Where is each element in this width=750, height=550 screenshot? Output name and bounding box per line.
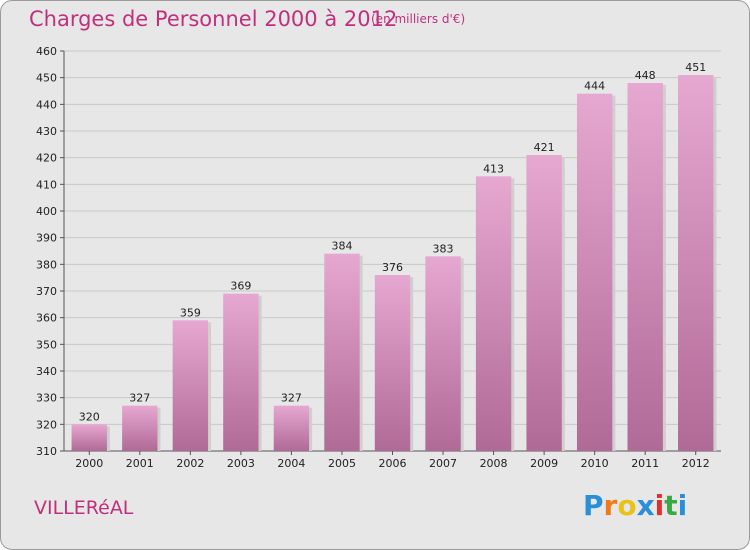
y-tick-label: 430: [36, 125, 57, 138]
bar: [223, 293, 259, 451]
bar: [425, 256, 461, 451]
x-tick-label: 2000: [75, 457, 103, 470]
bar: [172, 320, 209, 451]
y-tick-label: 410: [36, 178, 57, 191]
bar: [678, 75, 714, 451]
y-tick-label: 450: [36, 72, 57, 85]
logo-letter: x: [636, 489, 655, 522]
y-tick-label: 360: [36, 312, 57, 325]
bar-value-label: 369: [230, 280, 251, 293]
bar: [324, 253, 360, 451]
bar-value-label: 359: [180, 306, 201, 319]
bar-value-label: 444: [584, 80, 605, 93]
bar: [71, 424, 107, 451]
y-tick-label: 310: [36, 445, 57, 458]
bar-value-label: 451: [685, 61, 706, 74]
x-tick-label: 2005: [328, 457, 356, 470]
bar: [526, 155, 562, 451]
x-tick-label: 2011: [631, 457, 659, 470]
x-tick-label: 2012: [682, 457, 710, 470]
y-tick-label: 440: [36, 98, 57, 111]
logo-letter: i: [654, 489, 665, 522]
y-tick-label: 380: [36, 258, 57, 271]
y-tick-label: 340: [36, 365, 57, 378]
y-tick-label: 350: [36, 338, 57, 351]
x-tick-label: 2010: [581, 457, 609, 470]
logo-letter: o: [617, 489, 637, 522]
bar: [374, 275, 411, 451]
y-tick-label: 420: [36, 152, 57, 165]
bar: [273, 405, 310, 451]
commune-name: VILLERéAL: [34, 497, 134, 519]
bar: [122, 405, 158, 451]
y-tick-label: 370: [36, 285, 57, 298]
y-tick-label: 330: [36, 392, 57, 405]
x-tick-label: 2003: [227, 457, 255, 470]
y-tick-label: 390: [36, 232, 57, 245]
labels: 310 320 330 340 350 360 370 380 390 400 410 420 430 4…: [36, 45, 710, 470]
x-tick-label: 2002: [176, 457, 204, 470]
proxiti-logo: Proxiti: [583, 489, 687, 522]
y-tick-label: 400: [36, 205, 57, 218]
logo-letter: P: [583, 489, 604, 522]
x-tick-label: 2006: [379, 457, 407, 470]
x-tick-label: 2008: [480, 457, 508, 470]
x-tick-label: 2007: [429, 457, 457, 470]
y-tick-label: 460: [36, 45, 57, 58]
bar-value-label: 320: [79, 410, 100, 423]
chart-title: Charges de Personnel 2000 à 2012: [29, 7, 398, 31]
bar-value-label: 384: [331, 240, 352, 253]
x-tick-label: 2004: [277, 457, 305, 470]
logo-letter: i: [677, 489, 688, 522]
bar-value-label: 413: [483, 162, 504, 175]
logo-letter: r: [603, 489, 618, 522]
bar-value-label: 376: [382, 261, 403, 274]
bar-value-label: 327: [129, 392, 150, 405]
bar: [627, 83, 663, 451]
y-tick-label: 320: [36, 418, 57, 431]
logo-letter: t: [664, 489, 678, 522]
x-tick-label: 2009: [530, 457, 558, 470]
x-tick-label: 2001: [126, 457, 154, 470]
bar-value-label: 327: [281, 392, 302, 405]
bar: [576, 93, 613, 452]
bars: [71, 75, 717, 452]
bar-value-label: 448: [635, 69, 656, 82]
bar-value-label: 421: [534, 141, 555, 154]
bar: [475, 176, 512, 452]
chart-subtitle: (en milliers d'€): [371, 12, 466, 26]
bar-value-label: 383: [433, 242, 454, 255]
